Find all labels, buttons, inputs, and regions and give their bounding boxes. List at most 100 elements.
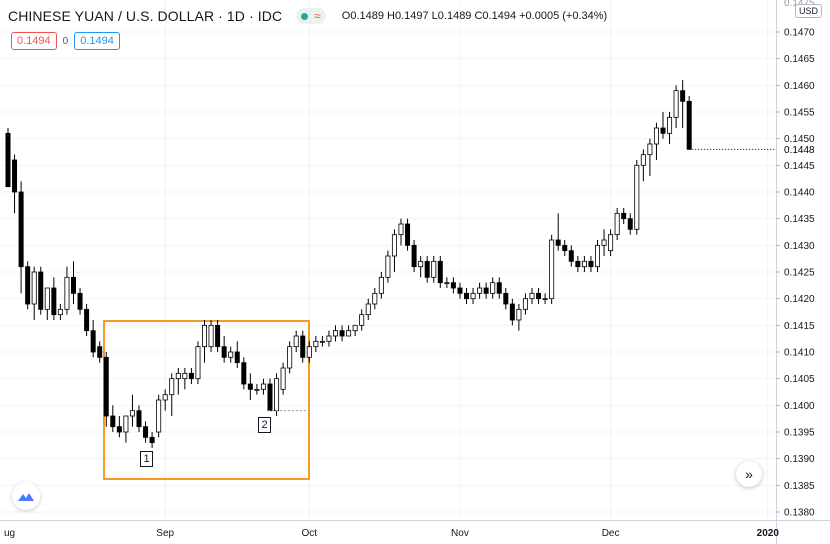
candle-body	[536, 292, 542, 300]
candle-body	[5, 132, 11, 188]
time-axis-label: Dec	[602, 528, 620, 539]
annotation-label-2: 2	[258, 417, 271, 433]
candle-body	[123, 415, 129, 433]
candle-body	[293, 335, 299, 348]
candle-body	[332, 330, 338, 337]
candle-body	[588, 260, 594, 268]
price-axis-label: 0.1400	[784, 401, 815, 412]
tradingview-logo-icon[interactable]	[12, 482, 40, 510]
candle-body	[51, 287, 57, 316]
candle-body	[653, 127, 659, 145]
candle-body	[424, 260, 430, 278]
candle-body	[267, 383, 273, 412]
candle-body	[162, 394, 168, 401]
last-price-label-bg	[777, 142, 829, 157]
candle-body	[175, 372, 181, 380]
candle-body	[444, 282, 450, 285]
spread-value: 0	[62, 35, 69, 47]
candle-body	[470, 292, 476, 300]
candle-body	[116, 426, 122, 433]
time-axis-label: 2020	[757, 528, 780, 539]
candle-body	[608, 234, 614, 252]
indicator-toggles[interactable]: ≈	[296, 8, 326, 24]
scroll-to-realtime-button[interactable]: »	[736, 461, 762, 487]
candle-body	[241, 362, 247, 385]
ohlc-values: O0.1489 H0.1497 L0.1489 C0.1494 +0.0005 …	[341, 10, 608, 22]
candle-body	[359, 314, 365, 326]
candle-body	[18, 191, 24, 268]
sell-price-box[interactable]: 0.1494	[11, 32, 57, 50]
candle-body	[549, 239, 555, 300]
candle-body	[57, 308, 63, 316]
candle-body	[555, 239, 561, 246]
candle-body	[247, 383, 253, 390]
candle-body	[516, 308, 522, 321]
candle-body	[12, 159, 18, 193]
buy-price-box[interactable]: 0.1494	[74, 32, 120, 50]
price-axis-label: 0.1450	[784, 134, 815, 145]
candle-body	[418, 260, 424, 268]
candle-body	[614, 212, 620, 236]
candle-body	[90, 330, 96, 353]
candle-body	[634, 164, 640, 230]
price-axis-label: 0.1405	[784, 374, 815, 385]
candle-body	[38, 271, 44, 310]
candle-body	[103, 356, 109, 417]
price-axis-label: 0.1410	[784, 348, 815, 359]
candle-body	[627, 218, 633, 230]
candle-body	[391, 234, 397, 257]
candle-body	[136, 410, 142, 428]
candle-body	[143, 426, 149, 438]
wave-icon[interactable]: ≈	[314, 9, 321, 23]
candle-body	[411, 244, 417, 268]
candle-body	[274, 378, 280, 412]
price-axis-label: 0.1465	[784, 54, 815, 65]
time-axis-label: Nov	[451, 528, 469, 539]
price-inputs: 0.1494 0 0.1494	[11, 32, 120, 50]
candle-body	[647, 143, 653, 156]
double-chevron-right-icon: »	[745, 466, 753, 482]
candle-body	[595, 244, 601, 268]
candle-body	[201, 324, 207, 348]
candle-body	[542, 298, 548, 301]
price-axis-label: 0.1380	[784, 508, 815, 519]
candle-body	[352, 324, 358, 332]
candle-body	[483, 287, 489, 294]
candle-body	[326, 335, 332, 342]
price-axis-label: 0.1415	[784, 321, 815, 332]
candle-body	[575, 260, 581, 268]
candle-body	[673, 90, 679, 118]
candle-body	[581, 260, 587, 268]
price-axis-label: 0.1470	[784, 28, 815, 39]
time-axis-label: Oct	[302, 528, 318, 539]
candle-body	[228, 351, 234, 358]
price-axis-label: 0.1460	[784, 81, 815, 92]
candle-body	[313, 340, 319, 348]
candle-body	[405, 223, 411, 246]
candle-body	[621, 212, 627, 220]
candle-body	[97, 346, 103, 358]
price-axis-label: 0.1420	[784, 294, 815, 305]
price-axis-label: 0.1385	[784, 481, 815, 492]
price-axis-label: 0.1390	[784, 454, 815, 465]
candle-body	[490, 282, 496, 294]
price-axis-label: 0.1455	[784, 108, 815, 119]
price-axis-label: 0.1425	[784, 268, 815, 279]
candle-body	[306, 346, 312, 358]
candle-body	[300, 335, 306, 358]
candle-body	[149, 436, 155, 444]
price-axis-label: 0.1430	[784, 241, 815, 252]
candle-body	[254, 388, 260, 391]
symbol-title[interactable]: CHINESE YUAN / U.S. DOLLAR · 1D · IDC	[8, 8, 283, 24]
candle-body	[372, 292, 378, 305]
candle-body	[64, 276, 70, 310]
price-axis-label: 0.1445	[784, 161, 815, 172]
currency-label[interactable]: USD	[794, 4, 822, 18]
candle-body	[660, 127, 666, 134]
candle-body	[477, 287, 483, 294]
market-status-dot-icon	[301, 12, 309, 20]
last-price-label: 0.1448	[784, 145, 815, 156]
candle-body	[601, 239, 607, 246]
